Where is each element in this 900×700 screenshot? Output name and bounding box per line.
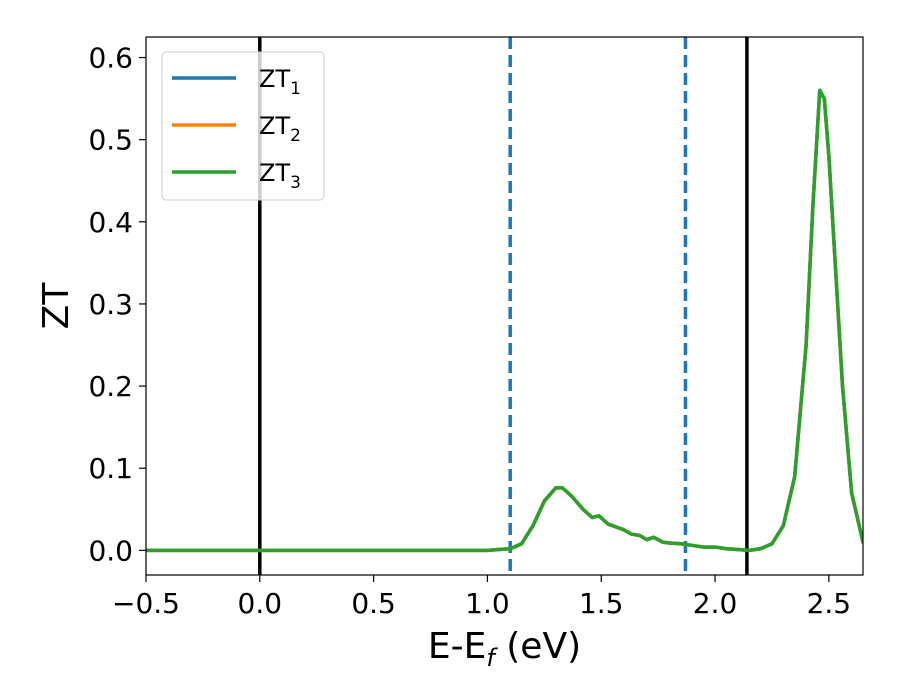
y-axis-ticks: 0.0 0.1 0.2 0.3 0.4 0.5 0.6 xyxy=(88,42,146,567)
legend-box xyxy=(161,51,325,201)
x-tick-label: 0.0 xyxy=(238,587,283,620)
y-tick-label: 0.0 xyxy=(88,534,133,567)
x-axis-ticks: −0.5 0.0 0.5 1.0 1.5 2.0 2.5 xyxy=(112,575,851,620)
plot-frame xyxy=(145,36,864,576)
y-tick-label: 0.4 xyxy=(88,206,133,239)
legend-label-1: ZT1 xyxy=(259,65,301,99)
x-tick-label: 2.0 xyxy=(693,587,738,620)
legend-label-2: ZT2 xyxy=(259,112,301,146)
y-tick-label: 0.2 xyxy=(88,370,133,403)
legend-entries: ZT1 ZT2 ZT3 xyxy=(172,65,301,193)
y-tick-label: 0.3 xyxy=(88,288,133,321)
legend-label-3: ZT3 xyxy=(259,159,301,193)
series-line-3 xyxy=(146,88,863,553)
x-axis-title-unit: (eV) xyxy=(495,626,581,667)
x-axis-title-main: E-E xyxy=(428,626,486,667)
x-tick-label: −0.5 xyxy=(112,587,180,620)
x-axis-title: E-Ef (eV) xyxy=(428,626,581,672)
x-tick-label: 1.0 xyxy=(465,587,510,620)
y-axis-title: ZT xyxy=(36,282,77,330)
legend: ZT1 ZT2 ZT3 xyxy=(161,51,325,201)
x-tick-label: 0.5 xyxy=(351,587,396,620)
reference-lines xyxy=(258,37,749,575)
y-tick-label: 0.5 xyxy=(88,124,133,157)
x-tick-label: 2.5 xyxy=(807,587,852,620)
x-tick-label: 1.5 xyxy=(579,587,624,620)
series-lines xyxy=(146,88,863,553)
y-tick-label: 0.6 xyxy=(88,42,133,75)
y-tick-label: 0.1 xyxy=(88,452,133,485)
